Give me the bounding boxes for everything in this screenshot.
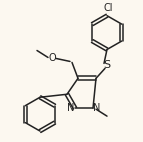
Text: S: S	[103, 60, 111, 70]
Text: N: N	[93, 103, 100, 113]
Text: N: N	[67, 103, 74, 113]
Text: Cl: Cl	[103, 3, 113, 13]
Text: O: O	[48, 53, 56, 63]
